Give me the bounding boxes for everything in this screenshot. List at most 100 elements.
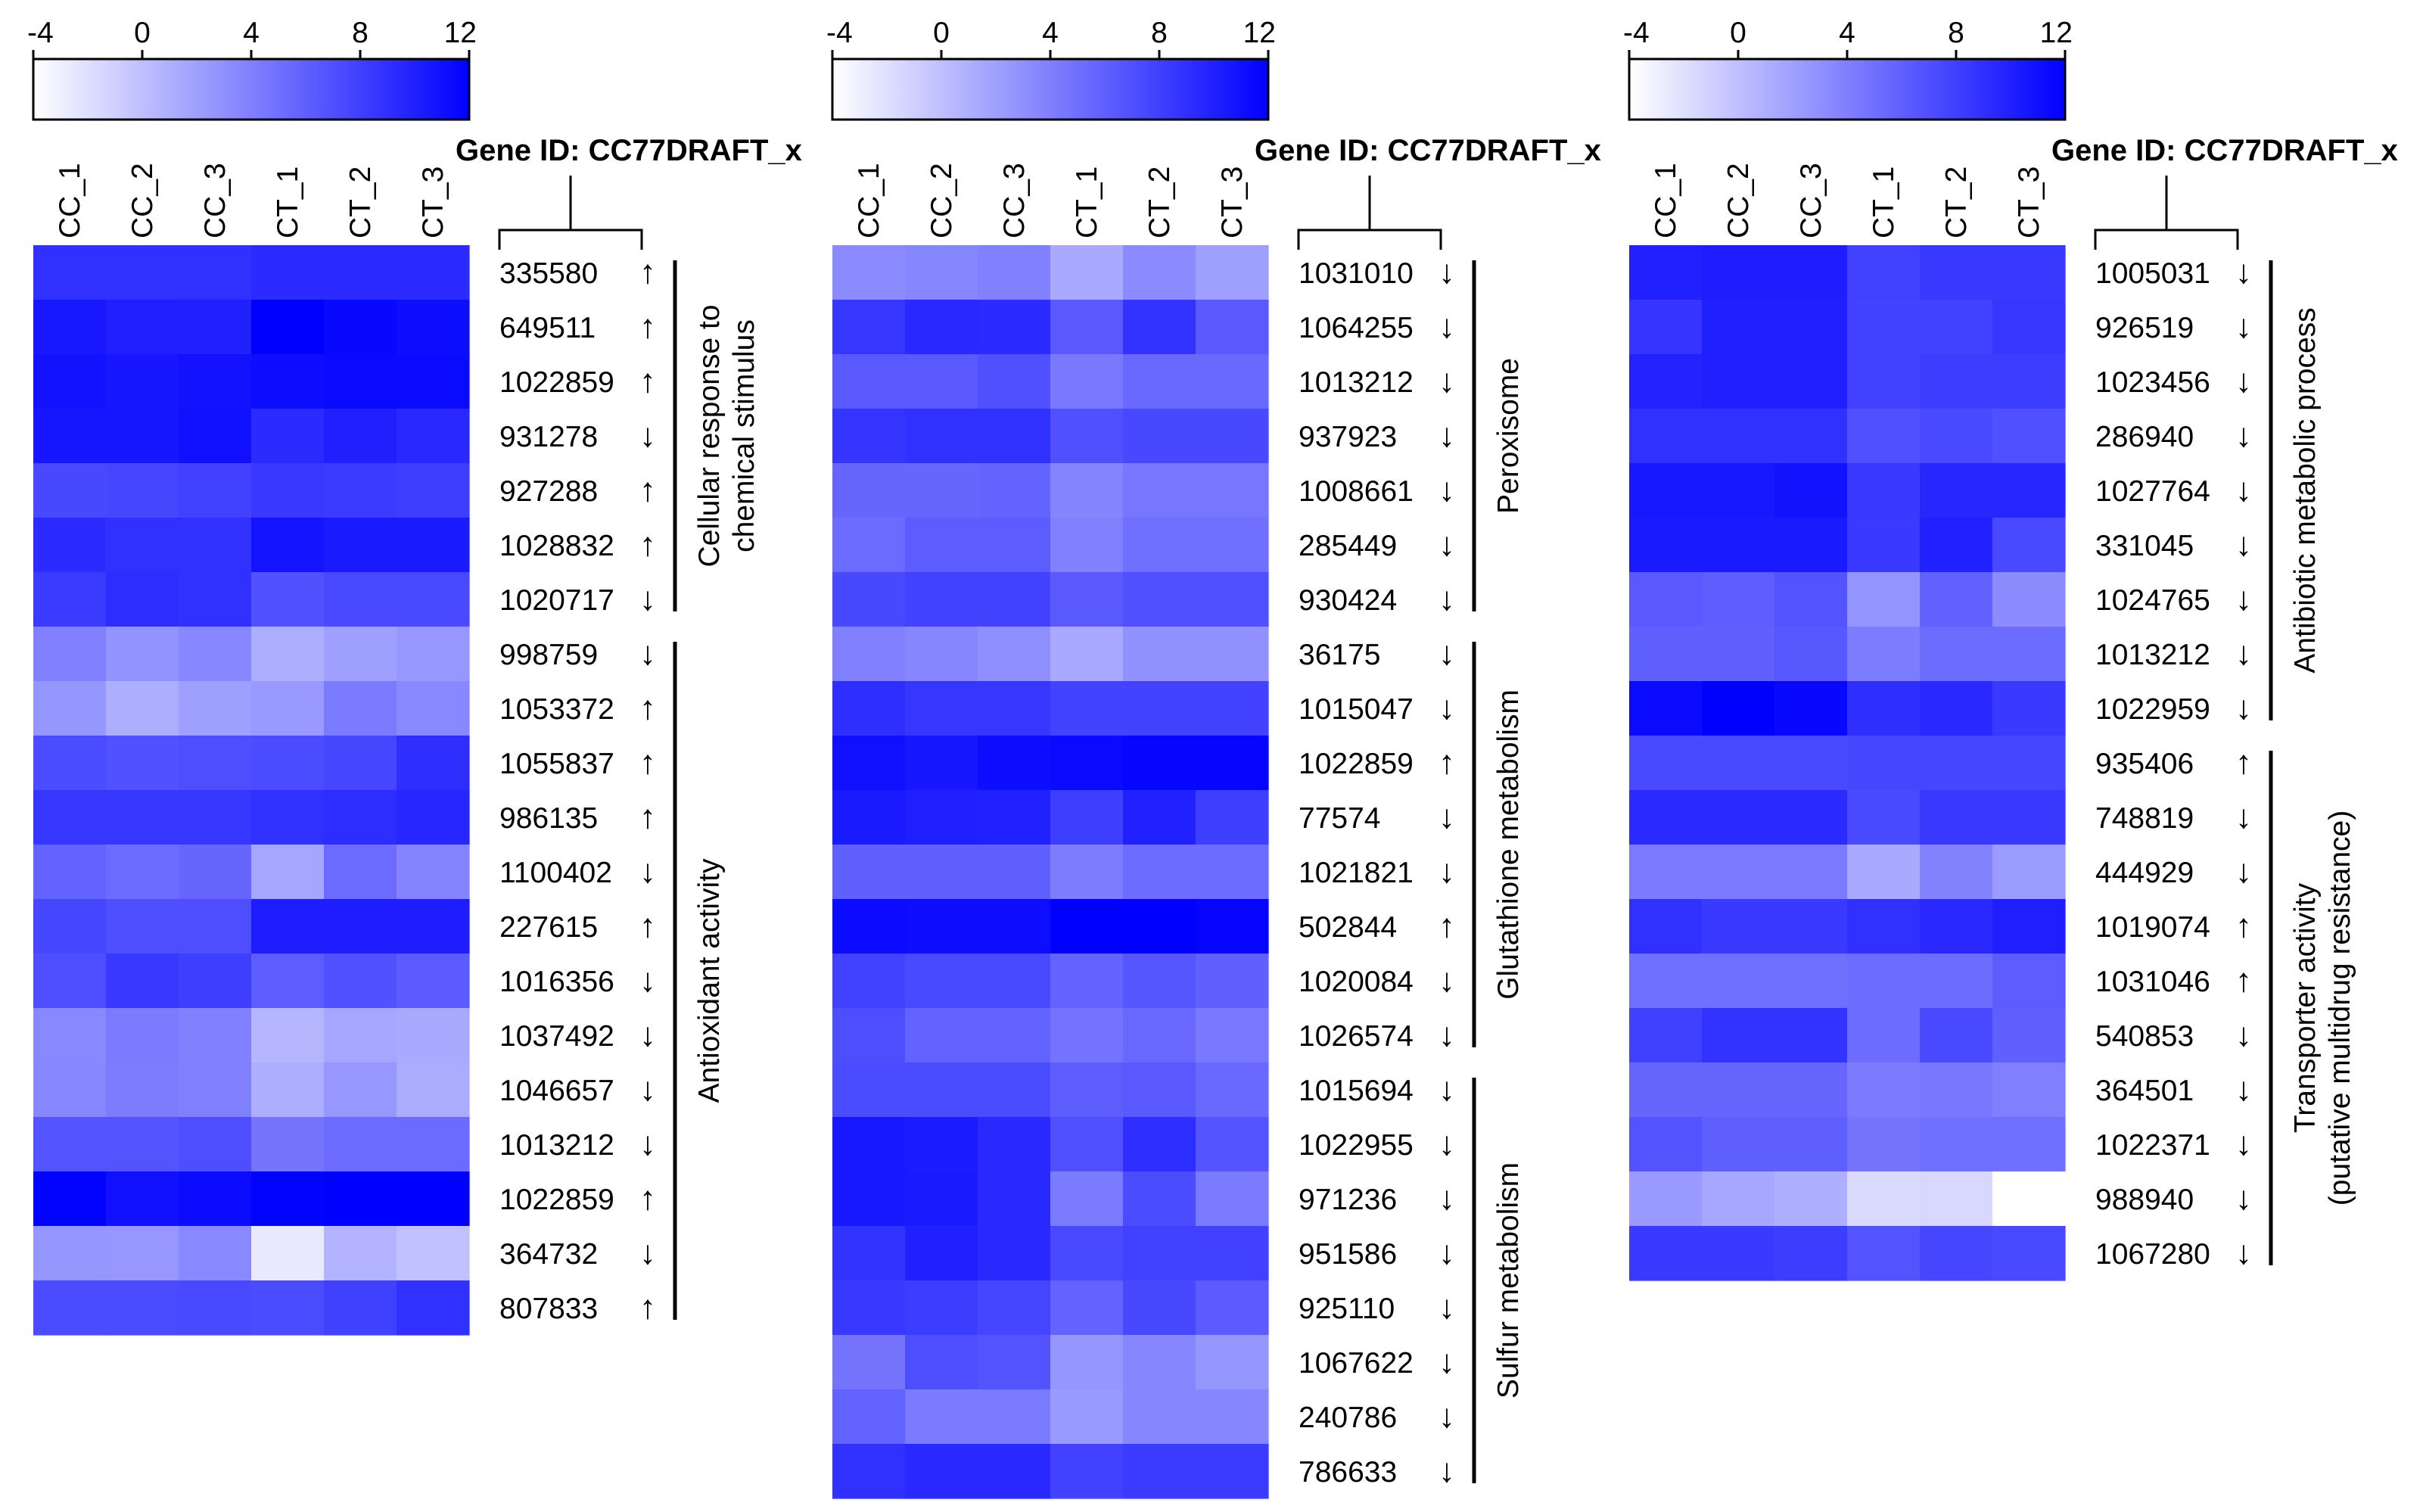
- heatmap-cell: [324, 409, 397, 464]
- heatmap-cell: [324, 518, 397, 573]
- heatmap-cell: [1774, 300, 1848, 355]
- heatmap-cell: [179, 736, 252, 791]
- heatmap-cell: [1629, 1226, 1703, 1281]
- heatmap-cell: [1847, 736, 1921, 791]
- heatmap-cell: [905, 1171, 978, 1227]
- gene-id-label: 1022859: [499, 366, 614, 399]
- heatmap-cell: [1123, 1171, 1196, 1227]
- colorbar: [32, 58, 471, 121]
- heatmap-cell: [1629, 354, 1703, 409]
- gene-id-label: 502844: [1299, 911, 1397, 944]
- heatmap-cell: [179, 1062, 252, 1118]
- heatmap-cell: [1196, 954, 1269, 1009]
- gene-id-label: 1015047: [1299, 693, 1414, 726]
- heatmap-cell: [397, 899, 470, 954]
- down-arrow-icon: ↓: [2235, 689, 2252, 726]
- gene-id-label: 240786: [1299, 1402, 1397, 1434]
- up-arrow-icon: ↑: [2235, 962, 2252, 999]
- down-arrow-icon: ↓: [639, 417, 656, 454]
- column-label-ct-1: CT_1: [272, 166, 304, 238]
- heatmap-cell: [324, 354, 397, 409]
- heatmap-cell: [1123, 790, 1196, 845]
- heatmap-cell: [397, 627, 470, 682]
- heatmap-cell: [1123, 1444, 1196, 1499]
- colorbar-tick-label: 0: [1730, 17, 1746, 49]
- down-arrow-icon: ↓: [1438, 1289, 1455, 1326]
- heatmap-cell: [251, 354, 325, 409]
- heatmap-cell: [1123, 518, 1196, 573]
- heatmap-cell: [33, 409, 107, 464]
- heatmap-cell: [1629, 300, 1703, 355]
- heatmap-cell: [179, 409, 252, 464]
- heatmap-cell: [33, 1280, 107, 1336]
- heatmap-cell: [1050, 681, 1124, 736]
- heatmap-cell: [1123, 1335, 1196, 1390]
- heatmap-cell: [324, 899, 397, 954]
- heatmap-cell: [1123, 300, 1196, 355]
- up-arrow-icon: ↑: [2235, 907, 2252, 944]
- gene-id-label: 926519: [2095, 312, 2194, 344]
- gene-id-label: 927288: [499, 475, 598, 508]
- heatmap-cell: [1629, 409, 1703, 464]
- gene-id-label: 1013212: [499, 1129, 614, 1162]
- heatmap-cell: [1050, 954, 1124, 1009]
- heatmap-cell: [1050, 1008, 1124, 1063]
- gene-id-label: 937923: [1299, 421, 1397, 453]
- up-arrow-icon: ↑: [639, 1180, 656, 1217]
- heatmap-cell: [251, 790, 325, 845]
- heatmap-cell: [179, 1280, 252, 1336]
- heatmap-cell: [251, 681, 325, 736]
- heatmap-cell: [1050, 1171, 1124, 1227]
- heatmap-cell: [1920, 790, 1993, 845]
- heatmap-cell: [978, 354, 1051, 409]
- heatmap-cell: [1629, 1062, 1703, 1118]
- heatmap-cell: [1774, 954, 1848, 1009]
- gene-id-label: 286940: [2095, 421, 2194, 453]
- heatmap-cell: [251, 518, 325, 573]
- heatmap-cell: [179, 790, 252, 845]
- heatmap-cell: [832, 1280, 906, 1336]
- gene-id-label: 1055837: [499, 748, 614, 780]
- group-label: Antibiotic metabolic process: [2289, 307, 2322, 673]
- heatmap-cell: [397, 1117, 470, 1172]
- heatmap-cell: [251, 1117, 325, 1172]
- column-label-cc-1: CC_1: [54, 163, 86, 238]
- heatmap-cell: [905, 627, 978, 682]
- heatmap-cell: [905, 354, 978, 409]
- gene-id-label: 786633: [1299, 1456, 1397, 1489]
- heatmap-cell: [1629, 463, 1703, 518]
- heatmap-cell: [905, 1226, 978, 1281]
- down-arrow-icon: ↓: [2235, 526, 2252, 563]
- heatmap-cell: [832, 790, 906, 845]
- gene-id-label: 930424: [1299, 584, 1397, 617]
- heatmap-cell: [251, 300, 325, 355]
- down-arrow-icon: ↓: [1438, 1180, 1455, 1217]
- heatmap-cell: [832, 463, 906, 518]
- heatmap-cell: [1123, 1280, 1196, 1336]
- gene-id-label: 1020084: [1299, 966, 1414, 998]
- heatmap-cell: [1774, 736, 1848, 791]
- heatmap-cell: [1702, 354, 1775, 409]
- heatmap-cell: [397, 463, 470, 518]
- gene-id-label: 986135: [499, 802, 598, 835]
- heatmap-cell: [905, 572, 978, 627]
- heatmap-cell: [397, 245, 470, 300]
- heatmap-cell: [1196, 845, 1269, 900]
- heatmap-cell: [1050, 1226, 1124, 1281]
- column-label-ct-1: CT_1: [1868, 166, 1900, 238]
- heatmap-cell: [1196, 1444, 1269, 1499]
- heatmap-cell: [1920, 463, 1993, 518]
- heatmap-cell: [179, 1117, 252, 1172]
- heatmap-cell: [106, 245, 179, 300]
- heatmap-cell: [179, 1171, 252, 1227]
- heatmap-cell: [251, 245, 325, 300]
- heatmap-cell: [978, 845, 1051, 900]
- heatmap-cell: [905, 954, 978, 1009]
- heatmap-cell: [1847, 1226, 1921, 1281]
- heatmap-cell: [106, 1117, 179, 1172]
- heatmap-cell: [1774, 899, 1848, 954]
- heatmap-cell: [1196, 681, 1269, 736]
- heatmap-cell: [1702, 681, 1775, 736]
- heatmap-cell: [251, 736, 325, 791]
- heatmap-cell: [397, 1280, 470, 1336]
